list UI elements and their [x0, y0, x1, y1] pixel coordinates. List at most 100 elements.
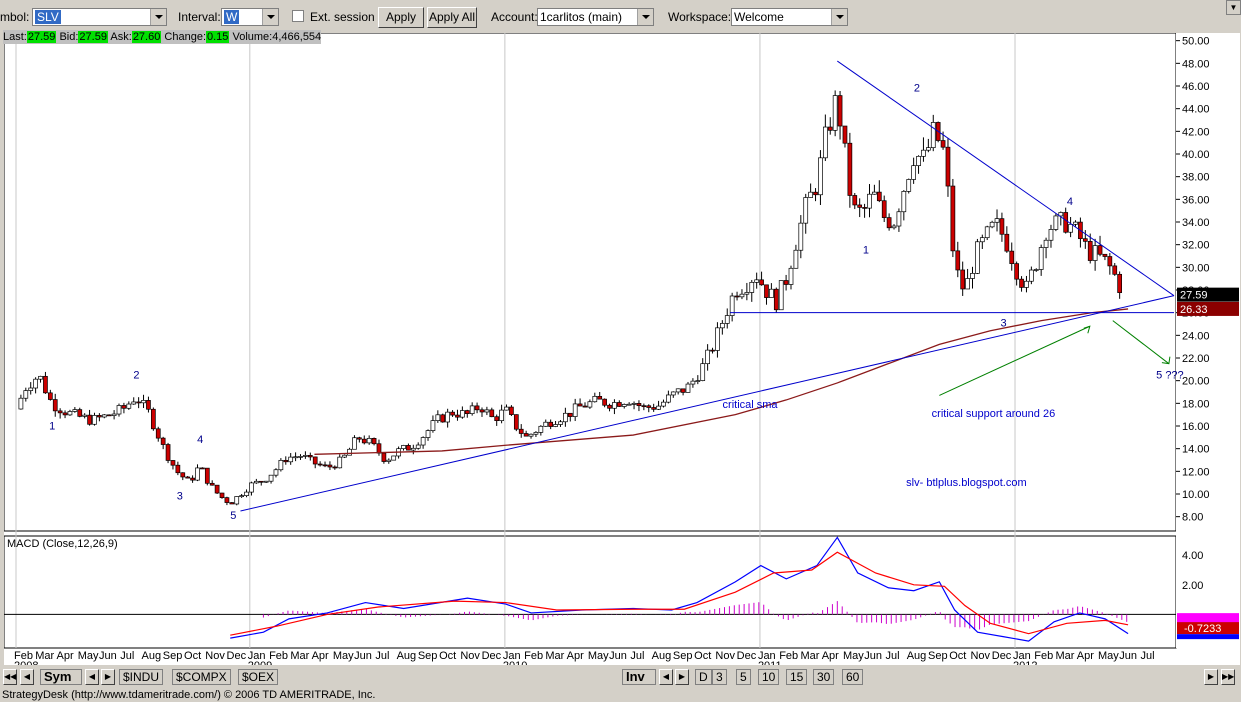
x-tick-label: Jun — [99, 650, 117, 662]
chevron-down-icon[interactable] — [150, 9, 166, 25]
x-tick-label: Jul — [630, 650, 644, 662]
annotation: critical sma — [723, 399, 779, 411]
symbol-combo[interactable]: SLV — [32, 8, 167, 26]
tab-oex[interactable]: $OEX — [238, 669, 279, 685]
x-tick-label: Feb — [524, 650, 543, 662]
candle-body — [254, 480, 259, 484]
x-tick-label: Feb — [779, 650, 798, 662]
candle-body — [1004, 233, 1010, 252]
candle-body — [229, 502, 235, 505]
support-arrow — [939, 325, 1091, 396]
x-tick-label: Mar — [35, 650, 54, 662]
interval-label: Interval: — [178, 10, 221, 24]
trendline — [837, 60, 1175, 297]
candle-body — [18, 397, 24, 410]
ext-session-checkbox[interactable] — [292, 10, 304, 22]
interval-value[interactable]: W — [224, 10, 240, 24]
apply-button[interactable]: Apply — [378, 7, 424, 28]
candle-body — [415, 444, 421, 449]
inv-prev-icon[interactable]: ◀ — [659, 669, 673, 685]
price-marker — [1177, 287, 1239, 302]
candle-body — [258, 480, 264, 483]
x-tick-label: Mar — [545, 650, 564, 662]
candle-body — [484, 409, 490, 413]
account-label: Account: — [491, 10, 538, 24]
candle-body — [440, 414, 446, 423]
y-tick-label: 46.00 — [1182, 81, 1210, 93]
chevron-down-icon[interactable] — [831, 9, 847, 25]
prev-icon[interactable]: ◀ — [20, 669, 34, 685]
last-icon[interactable]: ▶▶ — [1221, 669, 1235, 685]
y-tick-label: 10.00 — [1182, 489, 1210, 501]
candle-body — [136, 401, 141, 404]
candle-body — [842, 125, 848, 144]
interval-tab-15[interactable]: 15 — [786, 669, 808, 685]
candle-body — [950, 185, 956, 252]
x-tick-label: Oct — [439, 650, 456, 662]
y-tick-label: 50.00 — [1182, 36, 1210, 48]
tab-compx[interactable]: $COMPX — [172, 669, 231, 685]
chevron-down-icon[interactable] — [262, 9, 278, 25]
candle-body — [146, 400, 151, 410]
candle-body — [361, 438, 367, 444]
first-icon[interactable]: ◀◀ — [3, 669, 17, 685]
macd-title: MACD (Close,12,26,9) — [7, 538, 118, 550]
wave-label: 1 — [49, 420, 55, 432]
interval-tab-3[interactable]: 3 — [712, 669, 727, 685]
interval-tab-60[interactable]: 60 — [842, 669, 864, 685]
candle-body — [773, 288, 779, 311]
macd-line — [230, 536, 1129, 642]
price-chart[interactable]: 1 2 3 4 5 1 2 3 4 5 ??? critical sma critical suppo… — [3, 32, 1240, 672]
candle-body — [827, 126, 833, 131]
candle-body — [489, 409, 495, 418]
symbol-value[interactable]: SLV — [35, 10, 61, 24]
x-tick-label: Jan — [248, 650, 266, 662]
interval-tab-30[interactable]: 30 — [813, 669, 835, 685]
workspace-combo[interactable]: Welcome — [731, 8, 848, 26]
tab-indu[interactable]: $INDU — [119, 669, 164, 685]
volume-value: 4,466,554 — [272, 31, 322, 43]
chevron-down-icon[interactable] — [637, 9, 653, 25]
x-tick-label: Feb — [269, 650, 288, 662]
candle-body — [180, 472, 186, 478]
workspace-value[interactable]: Welcome — [734, 10, 784, 24]
wave-label: 2 — [133, 369, 139, 381]
interval-tab-D[interactable]: D — [695, 669, 712, 685]
candle-body — [87, 414, 92, 425]
candle-body — [337, 456, 343, 469]
candle-body — [881, 200, 887, 218]
candle-body — [567, 412, 573, 417]
apply-all-button[interactable]: Apply All — [427, 7, 477, 28]
candle-body — [1073, 221, 1078, 225]
toolbar-scroll-icon[interactable]: ▼ — [1226, 0, 1241, 15]
sym-tab[interactable]: Sym — [40, 669, 82, 685]
candle-body — [111, 413, 117, 416]
candle-body — [857, 204, 863, 208]
candle-body — [636, 403, 642, 407]
interval-tab-5[interactable]: 5 — [736, 669, 751, 685]
inv-next-icon[interactable]: ▶ — [675, 669, 689, 685]
candle-body — [852, 195, 858, 206]
candle-body — [930, 122, 936, 148]
candle-body — [224, 497, 230, 503]
price-layer: 1 2 3 4 5 1 2 3 4 5 ??? critical sma critical suppo… — [18, 60, 1184, 522]
candle-body — [734, 295, 740, 298]
candle-body — [420, 437, 426, 446]
y-tick-label: 32.00 — [1182, 240, 1210, 252]
interval-tab-10[interactable]: 10 — [758, 669, 780, 685]
candle-body — [352, 437, 357, 450]
candle-body — [837, 95, 843, 127]
sym-next-icon[interactable]: ▶ — [101, 669, 115, 685]
candle-body — [116, 405, 122, 415]
sym-prev-icon[interactable]: ◀ — [85, 669, 99, 685]
inv-tab[interactable]: Inv — [622, 669, 656, 685]
candle-body — [695, 380, 701, 382]
macd-panel — [3, 535, 1177, 649]
account-value[interactable]: 1carlitos (main) — [540, 10, 623, 24]
x-tick-label: Mar — [1056, 650, 1075, 662]
next-icon[interactable]: ▶ — [1204, 669, 1218, 685]
interval-combo[interactable]: W — [221, 8, 279, 26]
candle-body — [455, 414, 460, 418]
account-combo[interactable]: 1carlitos (main) — [537, 8, 654, 26]
ext-session-label: Ext. session — [310, 10, 375, 24]
